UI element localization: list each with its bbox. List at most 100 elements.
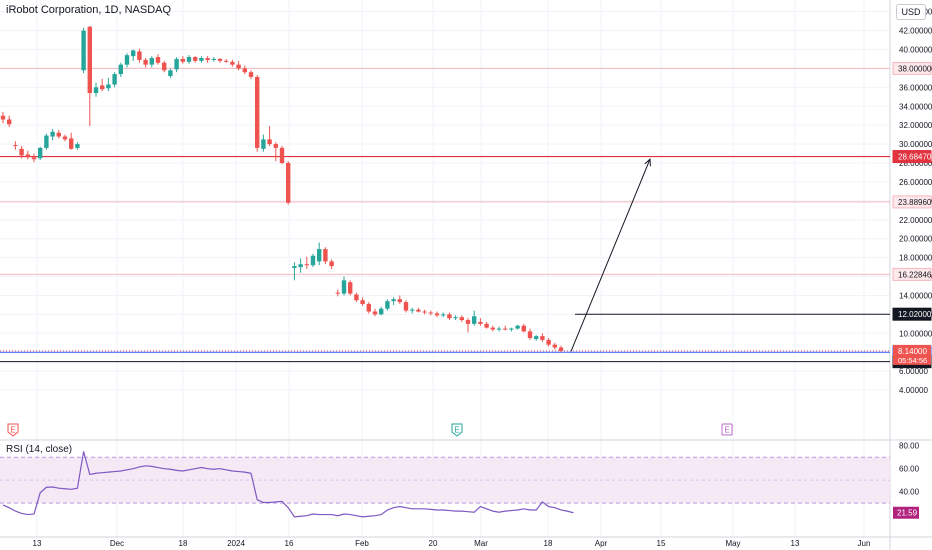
candle-body [87,26,92,94]
candle-body [100,85,105,90]
candle-body [255,76,260,148]
candle-body [465,320,471,324]
rsi-axis: 80.00 60.00 40.00 21.59 [893,442,920,519]
price-tick-label: 20.00000 [899,235,932,244]
earnings-label: E [454,426,459,435]
candle-body [286,163,291,203]
time-tick-label: Jun [858,539,871,548]
candle-body [441,314,446,316]
candle-body [503,328,508,330]
price-tick-label: 14.00000 [899,291,932,300]
horizontal-levels [0,67,890,363]
candle-body [552,344,557,348]
price-tick-label: 10.00000 [899,329,932,338]
candle-body [7,119,12,125]
candle-body [112,74,117,85]
candlestick-series [0,25,564,353]
candle-body [379,308,384,315]
candle-body [391,299,396,302]
candle-body [348,282,353,294]
candle-body [62,136,68,140]
candle-body [149,58,154,65]
candle-body [298,264,303,268]
candle-body [335,292,340,294]
candle-body [292,266,297,269]
time-tick-label: 15 [657,539,666,548]
earnings-purple-icon [721,423,733,436]
rsi-line [2,451,574,518]
candle-body [261,139,266,149]
time-tick-label: 18 [544,539,553,548]
candle-body [304,264,309,266]
level-tag [892,150,932,164]
level-tag [892,61,932,75]
rsi-pane [0,451,890,518]
time-tick-label: 16 [285,539,294,548]
candle-body [155,57,161,63]
currency-button[interactable]: USD [896,4,926,20]
time-tick-label: Mar [474,539,488,548]
candle-body [472,316,477,324]
rsi-tick-label: 40.00 [899,488,920,497]
price-tick-label: 4.00000 [899,386,928,395]
candle-body [162,62,167,71]
time-tick-label: 20 [429,539,438,548]
price-tick-label: 30.00000 [899,140,932,149]
candle-body [205,58,210,60]
candle-body [385,301,390,309]
candle-body [180,58,185,62]
candle-body [484,323,489,328]
earnings-label: E [724,426,729,435]
candle-body [199,58,204,61]
candle-body [137,51,142,60]
candle-body [242,68,247,73]
candle-body [44,135,49,148]
price-tick-label: 40.00000 [899,46,932,55]
candle-body [186,57,192,62]
earnings-label: E [10,426,15,435]
candle-body [459,317,464,321]
price-tick-label: 32.00000 [899,121,932,130]
level-tag-text: 38.00000 [898,64,932,73]
candle-body [422,311,427,313]
price-tick-label: 6.00000 [899,367,928,376]
candle-body [230,61,235,65]
candle-body [341,280,347,294]
candle-body [360,300,365,304]
time-tick-label: 13 [791,539,800,548]
candle-body [416,309,421,312]
candle-body [19,148,24,156]
candle-body [224,60,229,62]
last-price-tag [893,344,931,365]
candle-body [534,336,539,339]
time-tick-label: 13 [33,539,42,548]
candle-body [273,144,278,148]
annotation-arrow[interactable] [570,158,651,352]
level-tag [892,195,932,209]
arrow-head [644,158,651,167]
candle-body [354,294,359,301]
rsi-tick-label: 60.00 [899,465,920,474]
candle-body [217,58,223,61]
candle-body [118,64,123,75]
candle-body [515,325,520,329]
candle-body [75,144,80,148]
candle-body [540,336,545,340]
earnings-red-icon [7,423,19,437]
candle-body [143,59,148,65]
level-tag [892,267,932,281]
candle-body [323,249,328,262]
candle-body [236,64,241,69]
time-axis[interactable]: 13 Dec 18 2024 16 Feb 20 Mar 18 Apr 15 May 13 Jun [33,539,871,548]
candle-body [106,84,111,89]
level-tag-text: 28.68470 [898,153,932,162]
candle-body [366,303,371,312]
candle-body [527,331,533,339]
candle-body [509,328,514,330]
candle-body [403,302,409,311]
last-price-value: 8.14000 [898,347,927,356]
candle-body [558,347,564,351]
last-price-countdown: 05:54:56 [898,356,927,365]
